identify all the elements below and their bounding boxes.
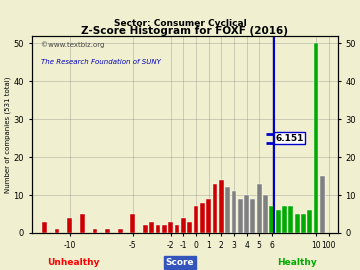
Bar bbox=[251, 199, 255, 233]
Bar bbox=[118, 229, 123, 233]
Text: Healthy: Healthy bbox=[277, 258, 317, 267]
Bar bbox=[238, 199, 243, 233]
Bar bbox=[263, 195, 268, 233]
Bar bbox=[301, 214, 306, 233]
Bar bbox=[225, 187, 230, 233]
Bar bbox=[156, 225, 161, 233]
Y-axis label: Number of companies (531 total): Number of companies (531 total) bbox=[4, 76, 11, 193]
Bar bbox=[93, 229, 97, 233]
Bar bbox=[42, 222, 47, 233]
Bar bbox=[231, 191, 236, 233]
Bar bbox=[307, 210, 312, 233]
Bar bbox=[276, 210, 280, 233]
Bar bbox=[181, 218, 186, 233]
Bar bbox=[257, 184, 262, 233]
Text: Sector: Consumer Cyclical: Sector: Consumer Cyclical bbox=[114, 19, 246, 28]
Text: The Research Foundation of SUNY: The Research Foundation of SUNY bbox=[41, 59, 161, 65]
Bar bbox=[130, 214, 135, 233]
Bar bbox=[67, 218, 72, 233]
Text: 6.151: 6.151 bbox=[275, 134, 303, 143]
Bar bbox=[269, 207, 274, 233]
Bar bbox=[200, 203, 205, 233]
Bar bbox=[320, 176, 325, 233]
Bar bbox=[149, 222, 154, 233]
Bar bbox=[162, 225, 167, 233]
Bar bbox=[212, 184, 217, 233]
Bar bbox=[55, 229, 59, 233]
Bar bbox=[80, 214, 85, 233]
Bar bbox=[175, 225, 179, 233]
Bar bbox=[194, 207, 198, 233]
Bar bbox=[219, 180, 224, 233]
Bar bbox=[143, 225, 148, 233]
Bar bbox=[187, 222, 192, 233]
Bar bbox=[288, 207, 293, 233]
Bar bbox=[244, 195, 249, 233]
Bar bbox=[105, 229, 110, 233]
Text: ©www.textbiz.org: ©www.textbiz.org bbox=[41, 42, 104, 48]
Bar bbox=[206, 199, 211, 233]
Text: Score: Score bbox=[166, 258, 194, 267]
Bar bbox=[282, 207, 287, 233]
Bar bbox=[295, 214, 300, 233]
Title: Z-Score Histogram for FOXF (2016): Z-Score Histogram for FOXF (2016) bbox=[81, 26, 288, 36]
Bar bbox=[314, 43, 319, 233]
Bar bbox=[168, 222, 173, 233]
Text: Unhealthy: Unhealthy bbox=[47, 258, 99, 267]
